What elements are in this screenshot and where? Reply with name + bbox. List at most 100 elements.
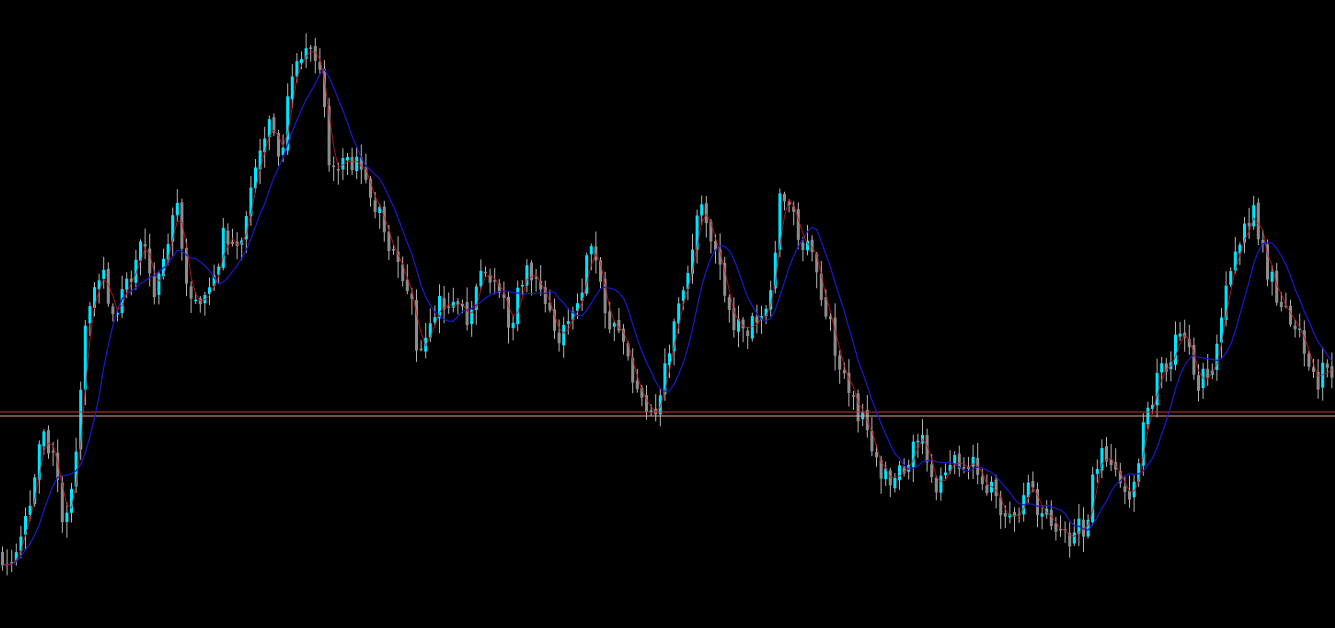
candle (856, 389, 860, 433)
candle (56, 439, 60, 493)
candle (727, 294, 731, 323)
candle (732, 297, 736, 338)
candle (120, 275, 124, 318)
candle (704, 196, 708, 238)
candle-body (70, 488, 73, 513)
candle-body (838, 355, 842, 370)
candle-body (709, 221, 713, 242)
candle (392, 245, 395, 255)
candle-body (714, 240, 717, 251)
candle-body (111, 306, 115, 315)
candle-body (1284, 305, 1288, 308)
candle-body (116, 312, 119, 315)
candle-body (79, 389, 83, 450)
candle (180, 198, 184, 261)
candle (990, 476, 993, 501)
candle (580, 278, 584, 311)
candle (396, 236, 400, 278)
candle-body (764, 308, 768, 317)
candle (1040, 507, 1044, 530)
candle (507, 291, 510, 344)
candle-body (300, 59, 303, 64)
candle-body (1072, 532, 1076, 544)
candle-body (28, 505, 32, 515)
candle-body (461, 303, 464, 307)
candle-body (539, 280, 543, 290)
candle-body (916, 440, 920, 443)
candle (226, 223, 230, 255)
candle-body (718, 249, 722, 265)
candle-body (24, 516, 27, 535)
candle-body (1187, 338, 1191, 348)
candle (801, 236, 805, 262)
candle (447, 292, 451, 314)
candle-body (1054, 523, 1058, 532)
candle-body (226, 230, 230, 245)
candle-body (346, 157, 349, 161)
candle-body (175, 202, 179, 216)
candle-body (994, 479, 998, 497)
candle-body (382, 206, 386, 233)
candle-body (875, 451, 878, 458)
candle-body (741, 319, 745, 329)
candle-body (1270, 271, 1274, 282)
candle (875, 444, 878, 467)
candle-body (1118, 470, 1122, 484)
candle-body (663, 363, 667, 395)
candle (746, 326, 750, 350)
candle (893, 473, 897, 493)
candle-body (829, 316, 832, 320)
candle-body (277, 133, 280, 157)
candle-body (189, 286, 193, 299)
candle (737, 305, 740, 348)
candle (700, 195, 704, 225)
candle (553, 298, 556, 339)
candle (456, 298, 460, 315)
candle-body (1279, 301, 1283, 308)
candle-body (1197, 375, 1200, 391)
candle (571, 306, 575, 330)
candle (562, 316, 566, 358)
candle-body (497, 283, 501, 294)
candle-body (1243, 223, 1246, 243)
candle-body (677, 303, 681, 324)
candle (852, 391, 855, 411)
candle (415, 289, 418, 362)
candle-body (1155, 372, 1159, 406)
candle-body (824, 297, 828, 317)
candle-body (65, 512, 69, 523)
candle (102, 256, 106, 289)
candle-body (249, 187, 253, 217)
candle (939, 467, 943, 501)
candle (1233, 237, 1237, 274)
candle (898, 460, 901, 490)
candle-body (603, 278, 607, 314)
candle (47, 425, 50, 459)
candle (488, 268, 492, 294)
candle-body (884, 468, 888, 480)
candle (249, 176, 253, 226)
candle (1105, 436, 1108, 467)
candle (1, 546, 4, 571)
candle (1220, 308, 1223, 359)
candle (309, 44, 313, 62)
candle (1026, 474, 1030, 505)
candle-body (608, 311, 612, 330)
candle-body (180, 202, 184, 249)
candle (171, 207, 175, 258)
candle (925, 428, 929, 472)
candle (70, 482, 73, 523)
candle (221, 217, 225, 271)
candle-body (373, 200, 377, 212)
candle (994, 474, 998, 509)
candle (451, 287, 455, 313)
candle (1178, 322, 1182, 341)
candle-body (451, 301, 455, 308)
candle-body (1160, 363, 1164, 373)
candle (474, 283, 478, 325)
candle (1072, 519, 1076, 547)
candle-body (74, 451, 78, 487)
candle (902, 458, 906, 477)
